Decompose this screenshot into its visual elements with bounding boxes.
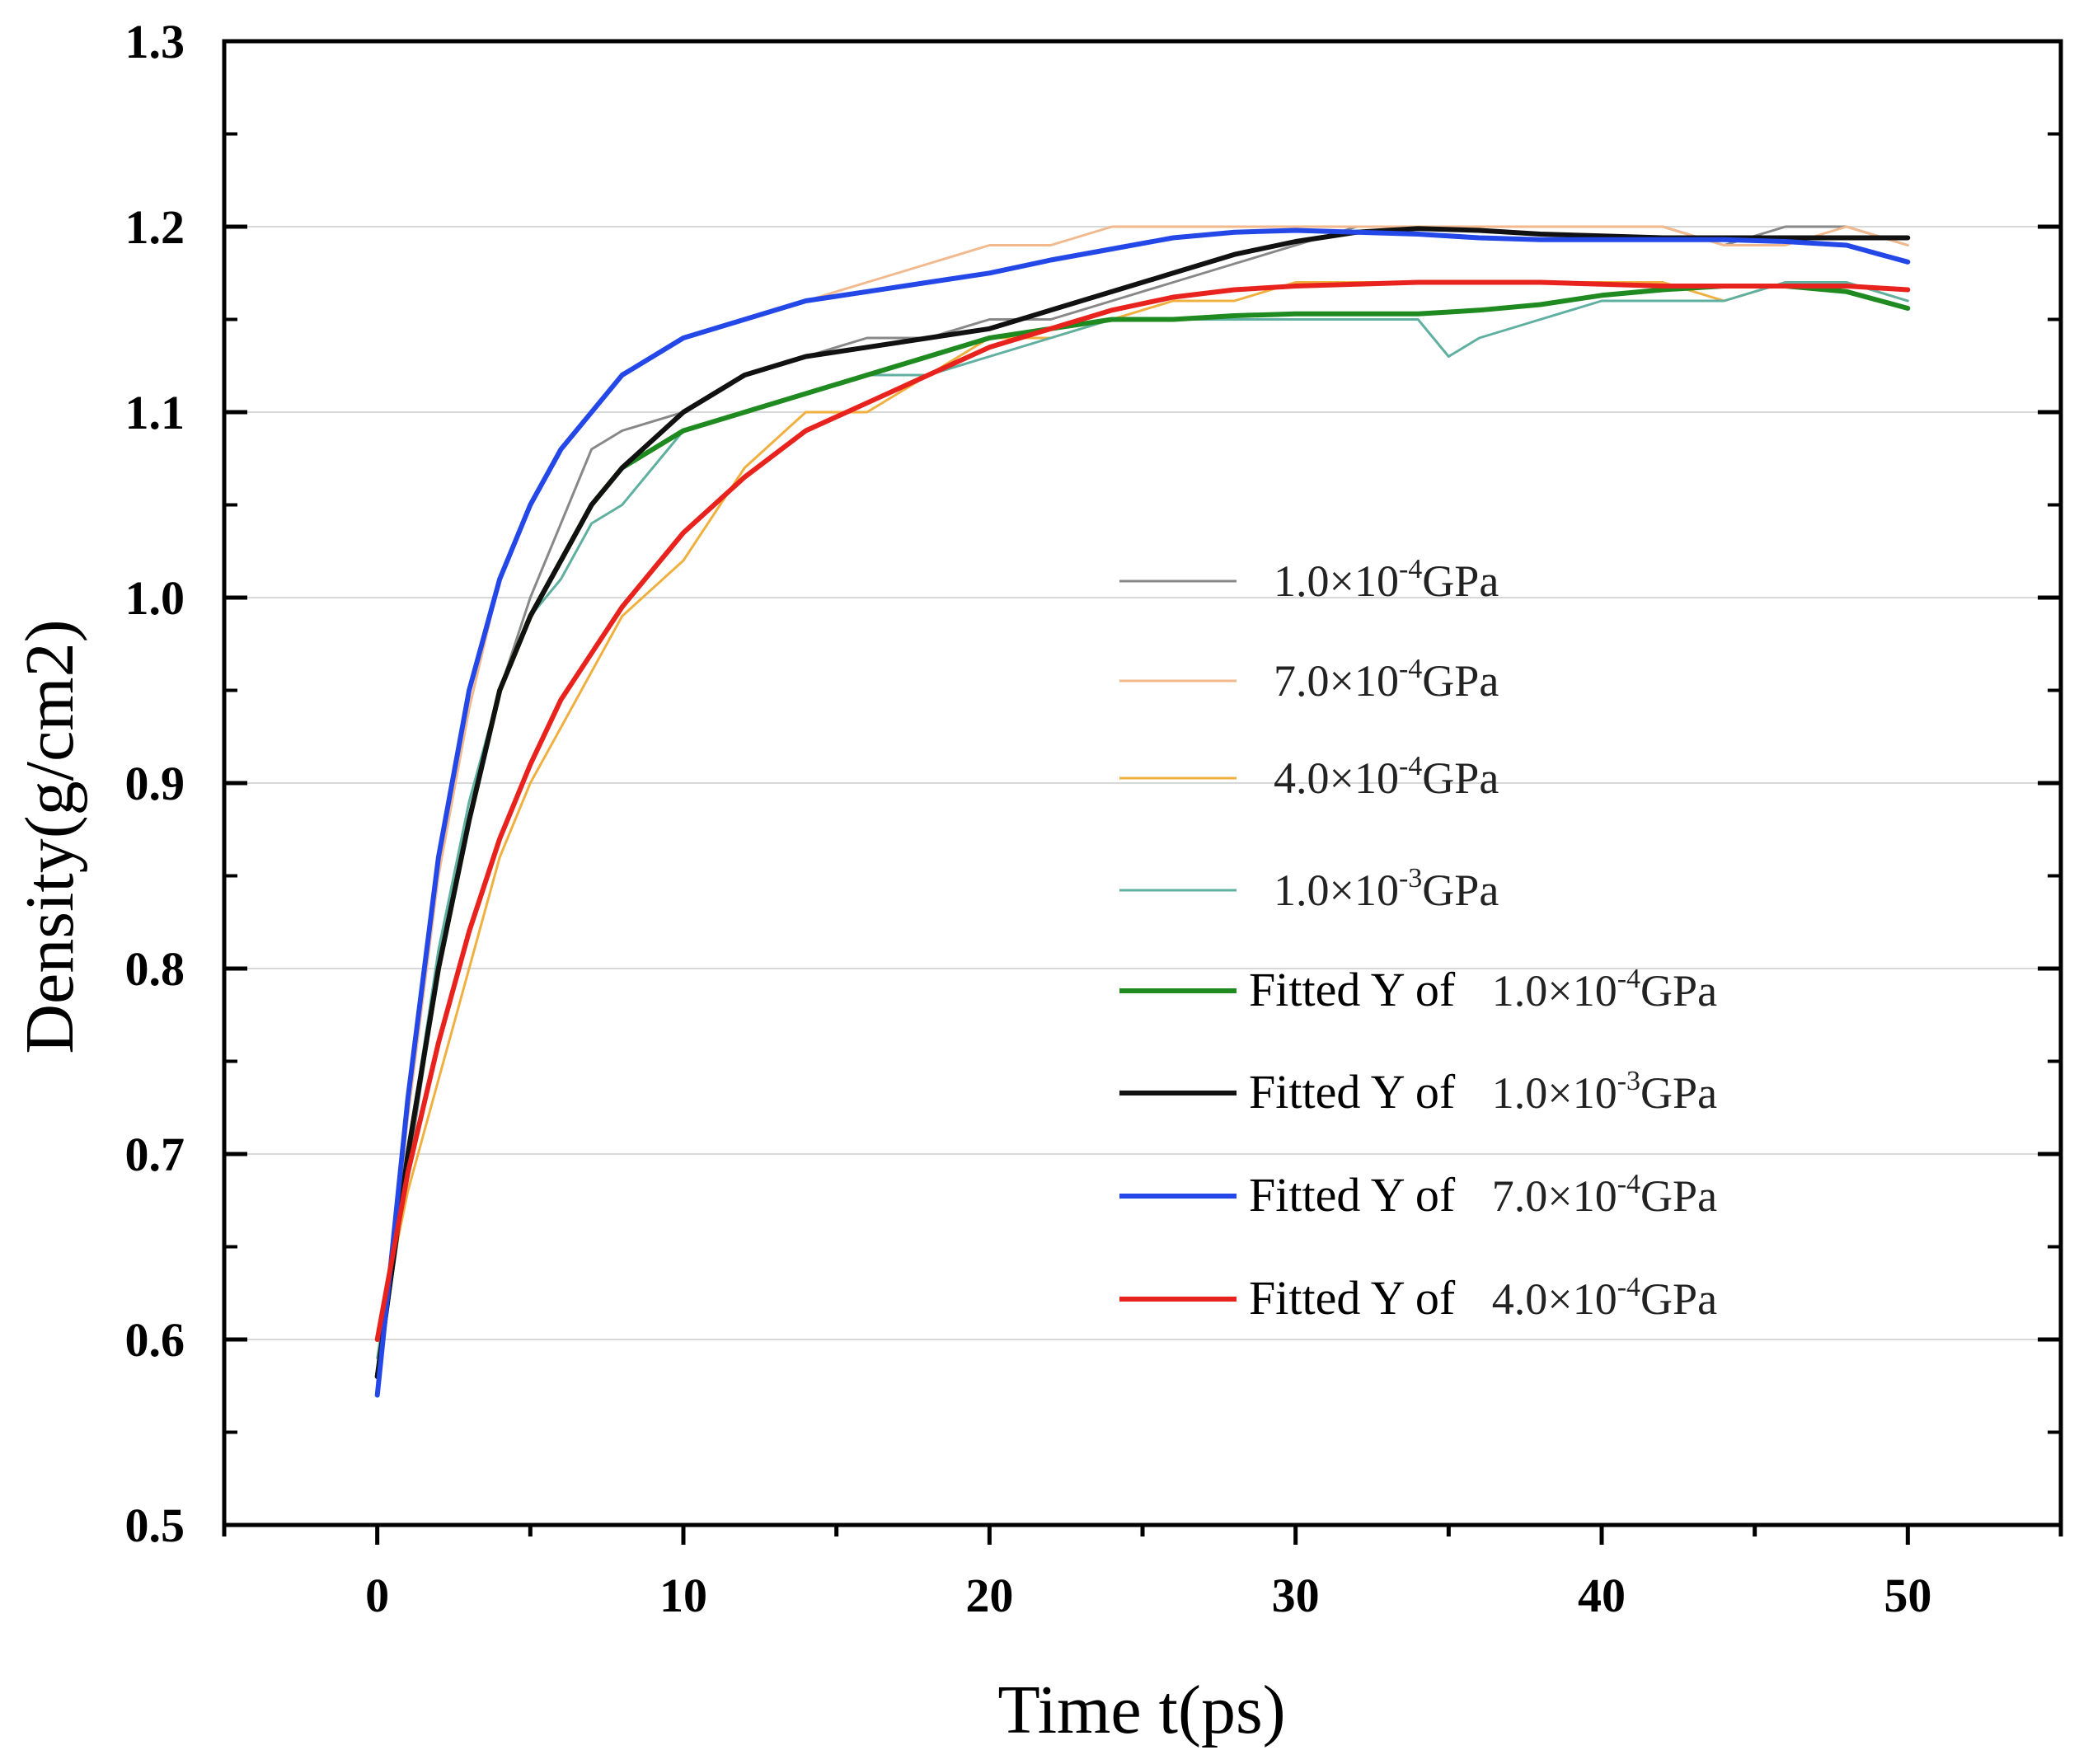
x-tick-label: 30 [1272, 1569, 1320, 1622]
y-tick-label: 1.0 [125, 571, 185, 625]
y-tick-label: 0.8 [125, 942, 185, 996]
x-tick-label: 40 [1578, 1569, 1626, 1622]
series-layer [374, 225, 1911, 1398]
legend-label: Fitted Y of 1.0×10-4GPa [1249, 963, 1717, 1016]
y-tick-label: 1.1 [125, 386, 185, 439]
series-line-fit [374, 279, 1911, 1342]
x-tick-labels: 0 10 20 30 40 50 [365, 1569, 1931, 1622]
x-axis-title: Time t(ps) [997, 1672, 1285, 1748]
axis-ticks [222, 39, 2063, 1545]
series-line-fit [374, 226, 1911, 1379]
y-tick-label: 1.3 [125, 15, 185, 68]
y-tick-labels: 0.5 0.6 0.7 0.8 0.9 1.0 1.1 1.2 1.3 [125, 15, 185, 1552]
x-tick-label: 50 [1884, 1569, 1931, 1622]
y-tick-label: 0.5 [125, 1499, 185, 1552]
legend-label: Fitted Y of 7.0×10-4GPa [1249, 1168, 1717, 1222]
x-tick-label: 10 [659, 1569, 707, 1622]
x-tick-label: 0 [365, 1569, 389, 1622]
legend-label: 7.0×10-4GPa [1274, 654, 1499, 706]
legend-label: 1.0×10-3GPa [1274, 863, 1499, 915]
y-axis-title: Density(g/cm2) [12, 619, 88, 1053]
legend: 1.0×10-4GPa 7.0×10-4GPa 4.0×10-4GPa 1.0×10-… [1119, 554, 1717, 1325]
legend-label: 4.0×10-4GPa [1274, 751, 1499, 803]
legend-label: 1.0×10-4GPa [1274, 554, 1499, 606]
y-tick-label: 0.6 [125, 1313, 185, 1367]
series-line-fit [374, 228, 1911, 1398]
y-tick-label: 0.7 [125, 1128, 185, 1181]
legend-label: Fitted Y of 4.0×10-4GPa [1249, 1271, 1717, 1325]
x-tick-label: 20 [965, 1569, 1013, 1622]
y-tick-label: 1.2 [125, 200, 185, 254]
y-tick-label: 0.9 [125, 757, 185, 810]
legend-label: Fitted Y of 1.0×10-3GPa [1249, 1065, 1717, 1119]
